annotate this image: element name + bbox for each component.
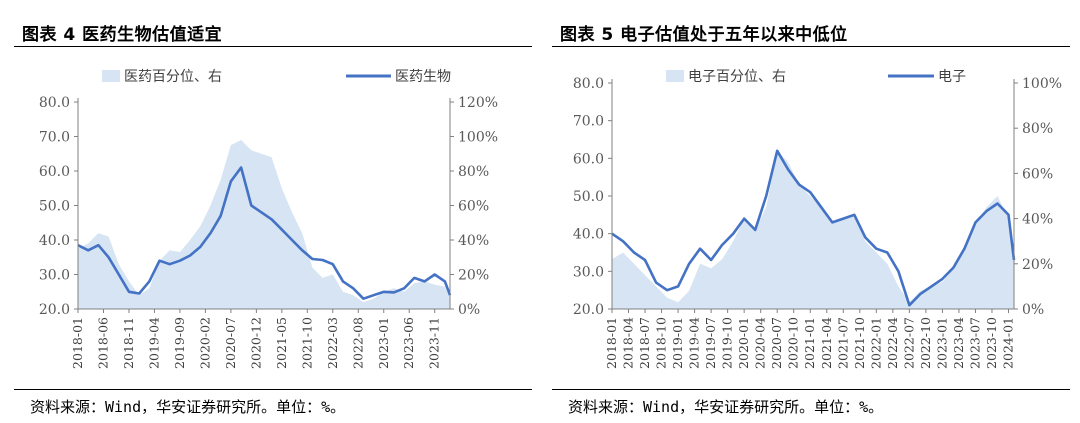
source-note: 资料来源：Wind，华安证券研究所。单位：%。 — [568, 398, 884, 416]
x-tick-label: 2019-04 — [687, 317, 702, 369]
y2-tick-label: 0% — [458, 302, 480, 318]
series-area-0 — [612, 150, 1014, 309]
y-tick-label: 60.0 — [39, 164, 70, 180]
x-tick-label: 2021-10 — [852, 317, 867, 369]
y-tick-label: 70.0 — [39, 130, 70, 146]
x-tick-label: 2019-10 — [720, 317, 735, 369]
x-tick-label: 2020-02 — [197, 317, 212, 369]
y2-tick-label: 100% — [458, 130, 498, 146]
x-tick-label: 2019-04 — [146, 317, 161, 369]
y2-tick-label: 40% — [1022, 212, 1053, 228]
x-tick-label: 2018-01 — [70, 317, 85, 369]
series-line-1 — [611, 149, 1016, 307]
y2-tick-label: 20% — [458, 268, 489, 284]
x-tick-label: 2018-11 — [121, 317, 136, 369]
x-tick-label: 2024-01 — [1000, 317, 1015, 369]
y2-tick-label: 60% — [1022, 166, 1053, 182]
x-tick-label: 2018-10 — [654, 317, 669, 369]
y-tick-label: 20.0 — [39, 302, 70, 318]
title-rule — [14, 46, 532, 47]
x-tick-label: 2022-08 — [350, 317, 365, 369]
x-tick-label: 2023-04 — [951, 317, 966, 369]
x-tick-label: 2022-01 — [868, 317, 883, 369]
x-tick-label: 2019-09 — [172, 317, 187, 369]
series-area-0 — [78, 140, 450, 309]
x-tick-label: 2021-10 — [299, 317, 314, 369]
legend-swatch-area — [666, 70, 684, 82]
y-tick-label: 30.0 — [39, 268, 70, 284]
y2-tick-label: 80% — [1022, 121, 1053, 137]
y-tick-label: 60.0 — [573, 151, 604, 167]
pharma-valuation-chart: 80.0 70.0 60.0 50.0 40.0 30.0 20.0 120% 100% 80% 6… — [39, 69, 498, 369]
y-tick-label: 50.0 — [39, 199, 70, 215]
source-rule — [14, 389, 532, 390]
figure-title: 图表 5 电子估值处于五年以来中低位 — [560, 25, 848, 45]
x-tick-label: 2023-07 — [967, 317, 982, 369]
x-tick-label: 2022-03 — [325, 317, 340, 369]
legend-label: 电子百分位、右 — [688, 69, 786, 85]
series-line-1 — [77, 166, 452, 300]
y-tick-label: 50.0 — [573, 189, 604, 205]
x-tick-label: 2023-06 — [401, 317, 416, 369]
y2-tick-label: 40% — [458, 233, 489, 249]
x-tick-label: 2023-11 — [427, 317, 442, 369]
x-tick-label: 2020-04 — [753, 317, 768, 369]
x-tick-label: 2020-10 — [786, 317, 801, 369]
y-tick-label: 40.0 — [573, 227, 604, 243]
y-tick-label: 70.0 — [573, 114, 604, 130]
y-tick-label: 40.0 — [39, 233, 70, 249]
legend-label: 医药生物 — [395, 69, 451, 85]
legend-swatch-area — [102, 70, 120, 82]
x-tick-label: 2023-10 — [984, 317, 999, 369]
source-note: 资料来源：Wind，华安证券研究所。单位：%。 — [30, 398, 346, 416]
x-tick-label: 2018-04 — [621, 317, 636, 369]
source-rule — [552, 389, 1070, 390]
x-tick-label: 2019-07 — [703, 317, 718, 369]
y-tick-label: 20.0 — [573, 302, 604, 318]
y2-tick-label: 100% — [1022, 76, 1062, 92]
x-tick-label: 2020-07 — [769, 317, 784, 369]
legend-label: 电子 — [938, 69, 966, 85]
legend-label: 医药百分位、右 — [124, 69, 222, 85]
x-tick-label: 2021-01 — [802, 317, 817, 369]
x-tick-label: 2019-01 — [670, 317, 685, 369]
y-tick-label: 80.0 — [573, 76, 604, 92]
y-tick-label: 80.0 — [39, 95, 70, 111]
x-tick-label: 2022-07 — [901, 317, 916, 369]
x-tick-label: 2018-07 — [637, 317, 652, 369]
x-tick-label: 2023-01 — [376, 317, 391, 369]
y2-tick-label: 20% — [1022, 257, 1053, 273]
x-tick-label: 2021-05 — [274, 317, 289, 369]
figure-title: 图表 4 医药生物估值适宜 — [22, 25, 223, 45]
x-tick-label: 2020-07 — [223, 317, 238, 369]
y-tick-label: 30.0 — [573, 264, 604, 280]
x-tick-label: 2022-04 — [885, 317, 900, 369]
x-tick-label: 2018-01 — [604, 317, 619, 369]
y2-tick-label: 80% — [458, 164, 489, 180]
title-rule — [552, 46, 1070, 47]
x-tick-label: 2021-04 — [819, 317, 834, 369]
chart-panel-pharma: 图表 4 医药生物估值适宜 80.0 70.0 60.0 50.0 40.0 30.0 20… — [14, 0, 542, 423]
x-tick-label: 2018-06 — [95, 317, 110, 369]
y2-tick-label: 60% — [458, 199, 489, 215]
y2-tick-label: 120% — [458, 95, 498, 111]
x-tick-label: 2023-01 — [934, 317, 949, 369]
electronics-valuation-chart: 80.0 70.0 60.0 50.0 40.0 30.0 20.0 100% 80% 60% 40… — [573, 69, 1062, 369]
x-tick-label: 2020-12 — [248, 317, 263, 369]
chart-panel-electronics: 图表 5 电子估值处于五年以来中低位 80.0 70.0 60.0 50.0 40.0 3… — [552, 0, 1080, 423]
x-tick-label: 2022-10 — [918, 317, 933, 369]
y2-tick-label: 0% — [1022, 302, 1044, 318]
x-tick-label: 2020-01 — [736, 317, 751, 369]
x-tick-label: 2021-07 — [835, 317, 850, 369]
